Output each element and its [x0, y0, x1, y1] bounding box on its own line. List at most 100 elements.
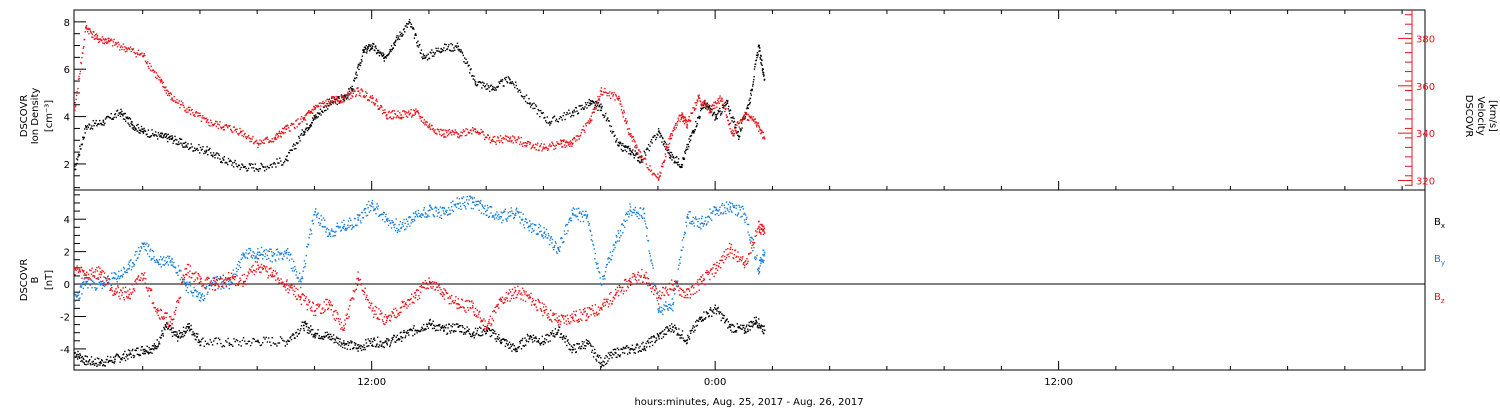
data-point [748, 119, 750, 121]
data-point [755, 54, 758, 56]
data-point [598, 105, 600, 108]
data-point [149, 136, 151, 138]
data-point [757, 324, 759, 327]
data-point [514, 212, 517, 215]
data-point [153, 71, 155, 74]
data-point [128, 261, 130, 263]
data-point [82, 47, 84, 49]
data-point [552, 144, 555, 146]
data-point [410, 109, 412, 111]
data-point [179, 106, 181, 109]
data-point [684, 232, 687, 234]
data-point [321, 219, 323, 221]
data-point [347, 224, 349, 226]
data-point [253, 170, 256, 172]
data-point [335, 341, 337, 343]
data-point [355, 71, 357, 73]
data-point [635, 211, 638, 214]
data-point [539, 231, 541, 233]
data-point [409, 225, 411, 227]
data-point [250, 140, 253, 143]
data-point [119, 111, 122, 114]
data-point [646, 346, 648, 348]
data-point [760, 261, 762, 263]
data-point [690, 134, 693, 137]
data-point [740, 324, 742, 326]
data-point [633, 154, 635, 156]
data-point [327, 108, 329, 110]
data-point [172, 99, 174, 101]
data-point [148, 67, 150, 70]
data-point [85, 282, 87, 284]
data-point [174, 331, 177, 333]
data-point [417, 209, 419, 212]
bottom-left-tick-label: -2 [60, 312, 70, 323]
data-point [452, 200, 454, 202]
data-point [135, 259, 137, 262]
data-point [420, 330, 422, 332]
data-point [231, 131, 233, 133]
data-point [719, 114, 722, 116]
data-point [681, 164, 684, 166]
data-point [257, 340, 259, 343]
data-point [611, 92, 613, 94]
data-point [753, 118, 756, 121]
data-point [344, 227, 347, 230]
data-point [248, 137, 250, 139]
data-point [528, 229, 530, 232]
data-point [717, 210, 719, 212]
data-point [689, 120, 691, 123]
data-point [422, 58, 424, 60]
data-point [222, 344, 224, 347]
data-point [553, 116, 555, 118]
data-point [261, 164, 263, 166]
data-point [665, 155, 667, 158]
data-point [195, 148, 197, 150]
data-point [526, 333, 529, 336]
data-point [413, 325, 415, 327]
data-point [513, 345, 515, 347]
data-point [138, 129, 141, 131]
data-point [731, 211, 733, 214]
data-point [320, 337, 322, 339]
data-point [278, 258, 280, 260]
data-point [585, 345, 587, 347]
data-point [183, 330, 185, 332]
data-point [633, 211, 635, 214]
data-point [547, 148, 550, 150]
data-point [366, 50, 368, 52]
data-point [510, 82, 513, 85]
data-point [619, 103, 621, 105]
data-point [707, 107, 709, 110]
data-point [128, 353, 130, 356]
data-point [625, 347, 627, 349]
data-point [117, 355, 119, 357]
data-point [670, 331, 672, 333]
data-point [456, 42, 459, 44]
data-point [142, 352, 144, 354]
data-point [123, 353, 125, 355]
data-point [180, 138, 183, 140]
data-point [448, 207, 450, 209]
data-point [668, 156, 671, 159]
data-point [139, 132, 141, 134]
data-point [667, 143, 669, 146]
data-point [283, 340, 285, 342]
data-point [357, 350, 359, 352]
data-point [366, 345, 369, 347]
data-point [592, 244, 595, 246]
data-point [603, 365, 605, 367]
data-point [354, 218, 356, 220]
data-point [142, 130, 145, 133]
data-point [501, 138, 503, 140]
data-point [753, 120, 755, 122]
data-point [266, 165, 269, 168]
data-point [557, 247, 560, 249]
data-point [110, 284, 112, 287]
data-point [670, 151, 673, 154]
data-point [749, 101, 751, 104]
data-point [126, 353, 128, 356]
data-point [237, 164, 240, 166]
data-point [602, 278, 604, 280]
data-point [751, 119, 753, 121]
